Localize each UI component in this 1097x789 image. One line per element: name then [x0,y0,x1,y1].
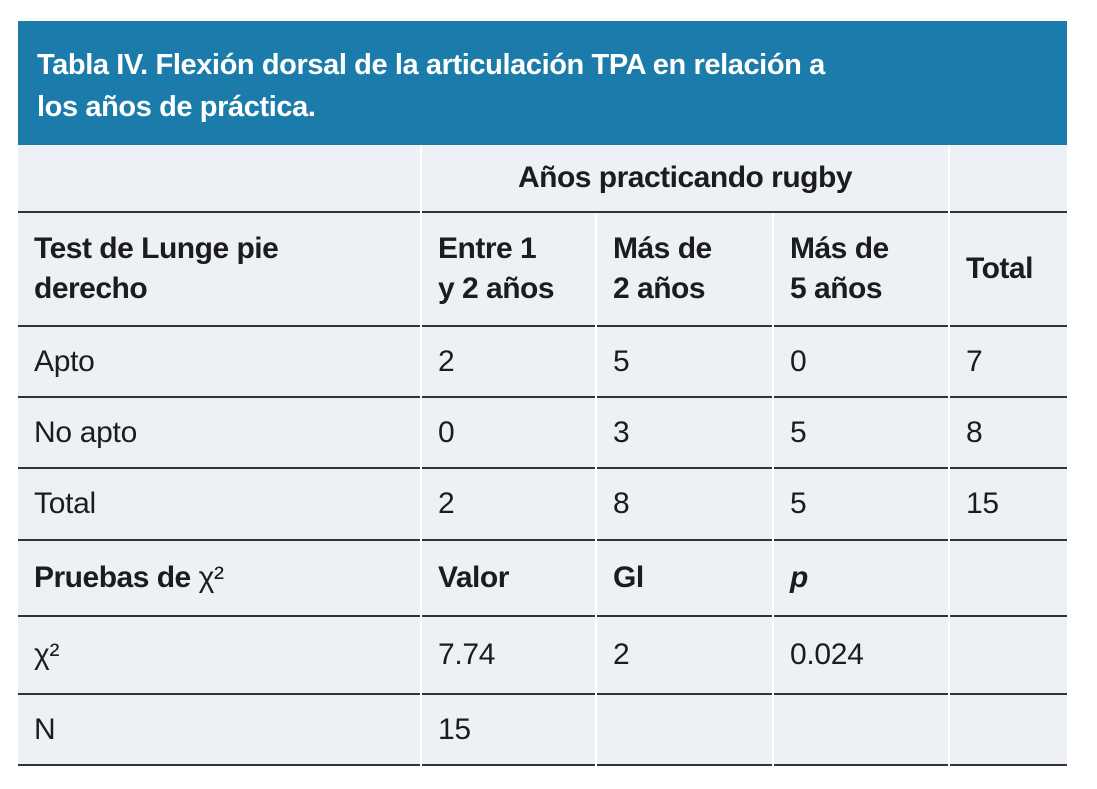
table-title-line1: Tabla IV. Flexión dorsal de la articulac… [37,49,825,81]
cell-n-gl [597,695,772,766]
col-header-mas-5-anos: Más de 5 años [774,213,948,327]
stats-row-chi-squared: χ² 7.74 2 0.024 [18,617,1067,695]
stats-row-n: N 15 [18,695,1067,766]
stats-header-p: p [774,541,948,617]
col-header-entre-1-2-anos: Entre 1 y 2 años [422,213,595,327]
table-row-apto: Apto 2 5 0 7 [18,327,1067,398]
row-chi-squared-label: χ² [18,617,420,695]
cell-chi-valor: 7.74 [422,617,595,695]
row-apto-label: Apto [18,327,420,398]
cell-no-apto-mas-2: 3 [597,398,772,469]
stats-header-label: Pruebas de χ² [18,541,420,617]
chi-squared-symbol: χ² [198,561,224,594]
cell-n-spacer [950,695,1067,766]
cell-apto-mas-2: 5 [597,327,772,398]
group-header-cell: Años practicando rugby [422,145,948,213]
row-no-apto-label: No apto [18,398,420,469]
cell-apto-total: 7 [950,327,1067,398]
row-n-label: N [18,695,420,766]
table-title-line2: los años de práctica. [37,91,316,123]
group-header-row: Años practicando rugby [18,145,1067,213]
cell-total-total: 15 [950,469,1067,541]
tabla-iv-figure: Tabla IV. Flexión dorsal de la articulac… [18,21,1067,766]
row-total-label: Total [18,469,420,541]
cell-chi-spacer [950,617,1067,695]
stats-header-label-prefix: Pruebas de [34,561,191,594]
stats-header-spacer [950,541,1067,617]
table-row-no-apto: No apto 0 3 5 8 [18,398,1067,469]
cell-chi-gl: 2 [597,617,772,695]
cell-total-entre-1-2: 2 [422,469,595,541]
table-row-total: Total 2 8 5 15 [18,469,1067,541]
cell-no-apto-total: 8 [950,398,1067,469]
cell-n-valor: 15 [422,695,595,766]
stats-header-row: Pruebas de χ² Valor Gl p [18,541,1067,617]
table-title-bar: Tabla IV. Flexión dorsal de la articulac… [18,21,1067,145]
col-header-mas-2-anos: Más de 2 años [597,213,772,327]
cell-chi-p: 0.024 [774,617,948,695]
contingency-table: Años practicando rugby Test de Lunge pie… [16,145,1069,766]
stats-header-gl: Gl [597,541,772,617]
cell-total-mas-5: 5 [774,469,948,541]
cell-apto-mas-5: 0 [774,327,948,398]
group-header-spacer-left [18,145,420,213]
col-header-total: Total [950,213,1067,327]
cell-total-mas-2: 8 [597,469,772,541]
column-header-row: Test de Lunge pie derecho Entre 1 y 2 añ… [18,213,1067,327]
stats-header-valor: Valor [422,541,595,617]
cell-no-apto-entre-1-2: 0 [422,398,595,469]
group-header-spacer-right [950,145,1067,213]
cell-n-p [774,695,948,766]
col-header-test-lunge: Test de Lunge pie derecho [18,213,420,327]
cell-no-apto-mas-5: 5 [774,398,948,469]
cell-apto-entre-1-2: 2 [422,327,595,398]
